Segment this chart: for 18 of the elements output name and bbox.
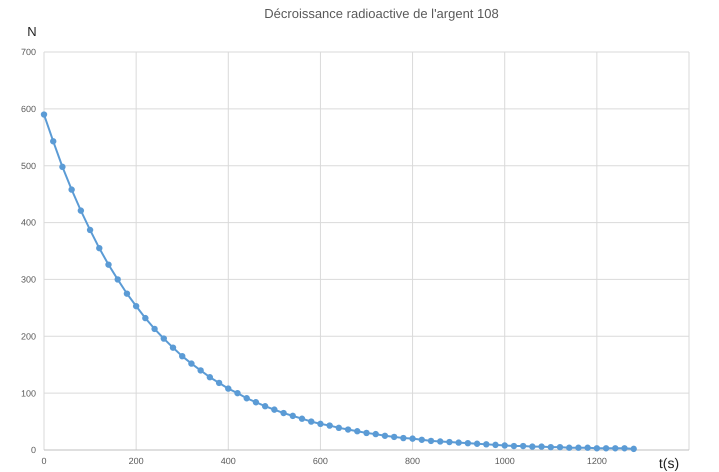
x-tick-label: 600: [312, 456, 328, 466]
y-tick-label: 600: [20, 104, 36, 114]
y-tick-label: 700: [20, 47, 36, 58]
y-tick-label: 500: [20, 160, 36, 171]
y-tick-label: 100: [20, 388, 36, 398]
y-axis-title: N: [27, 24, 37, 39]
y-tick-label: 300: [20, 274, 36, 285]
x-tick-label: 1000: [494, 456, 515, 466]
y-tick-label: 200: [20, 331, 36, 342]
chart-title: Décroissance radioactive de l'argent 108: [264, 6, 499, 21]
y-tick-label: 0: [30, 445, 36, 456]
x-axis-title: t(s): [658, 455, 680, 471]
x-tick-label: 400: [220, 456, 236, 466]
y-tick-label: 400: [20, 218, 36, 228]
x-tick-label: 1200: [586, 456, 607, 466]
x-tick-label: 800: [405, 456, 420, 466]
x-tick-label: 200: [128, 456, 144, 466]
x-tick-label: 0: [41, 456, 47, 466]
